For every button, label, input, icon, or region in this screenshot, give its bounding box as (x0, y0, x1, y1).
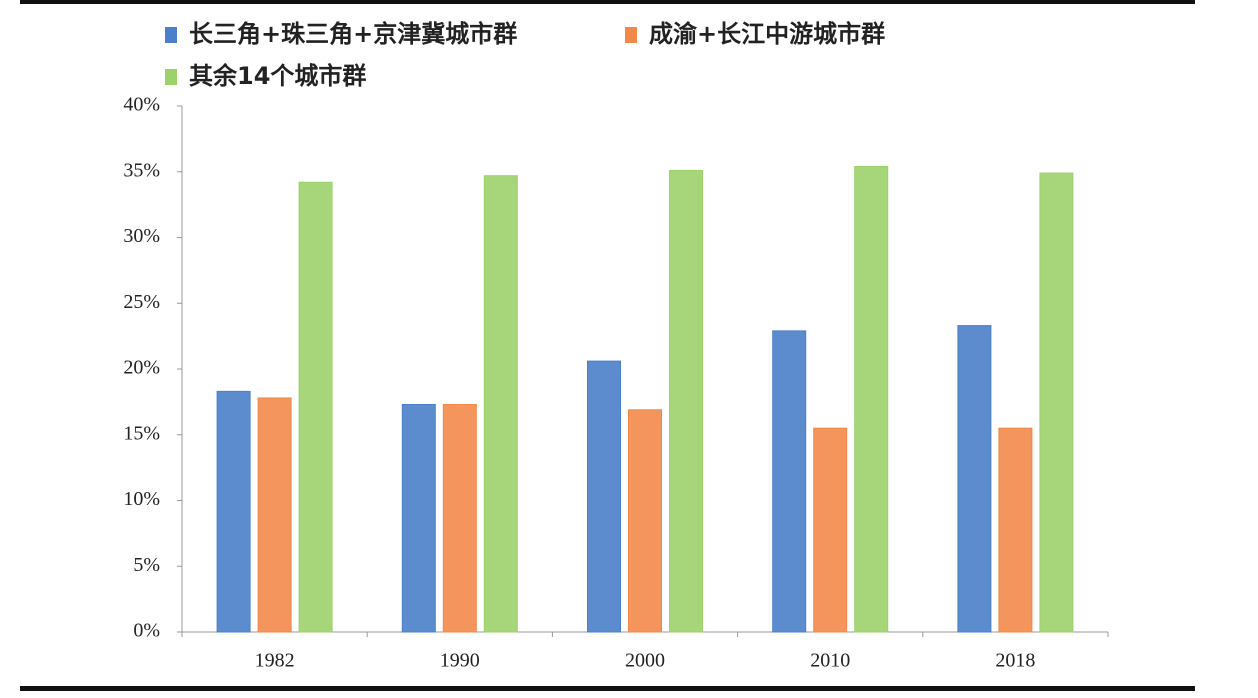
y-tick-label: 40% (123, 94, 160, 116)
bar (1039, 172, 1074, 633)
legend-label: 成渝+长江中游城市群 (649, 20, 885, 48)
y-tick-label: 10% (123, 488, 160, 510)
y-tick-label: 35% (123, 159, 160, 181)
bar (216, 390, 251, 633)
legend-label: 长三角+珠三角+京津冀城市群 (189, 20, 517, 48)
frame-bottom (20, 686, 1195, 691)
y-tick-label: 15% (123, 422, 160, 444)
bar (998, 427, 1033, 633)
bar (669, 169, 703, 633)
frame-top (20, 0, 1195, 4)
x-tick-label: 2018 (995, 650, 1035, 672)
y-tick-label: 25% (123, 291, 160, 313)
bar (772, 330, 807, 633)
bar (401, 404, 436, 633)
bar (442, 404, 477, 633)
bar (257, 397, 292, 633)
x-tick-label: 2000 (625, 650, 665, 672)
x-tick-label: 1982 (255, 650, 295, 672)
bar (854, 165, 889, 633)
bar (813, 427, 848, 633)
bar (483, 175, 518, 633)
y-tick-label: 20% (123, 357, 160, 379)
y-tick-label: 30% (123, 225, 160, 247)
bar (628, 409, 662, 633)
legend-swatch (625, 27, 637, 43)
bar (587, 360, 621, 633)
bar (298, 181, 333, 633)
x-tick-label: 2010 (810, 650, 850, 672)
x-tick-label: 1990 (440, 650, 480, 672)
legend-label: 其余14个城市群 (189, 62, 366, 90)
y-tick-label: 5% (133, 554, 160, 576)
bar (957, 325, 992, 633)
y-tick-label: 0% (133, 620, 160, 642)
legend-swatch (165, 69, 177, 85)
legend-swatch (165, 27, 177, 43)
